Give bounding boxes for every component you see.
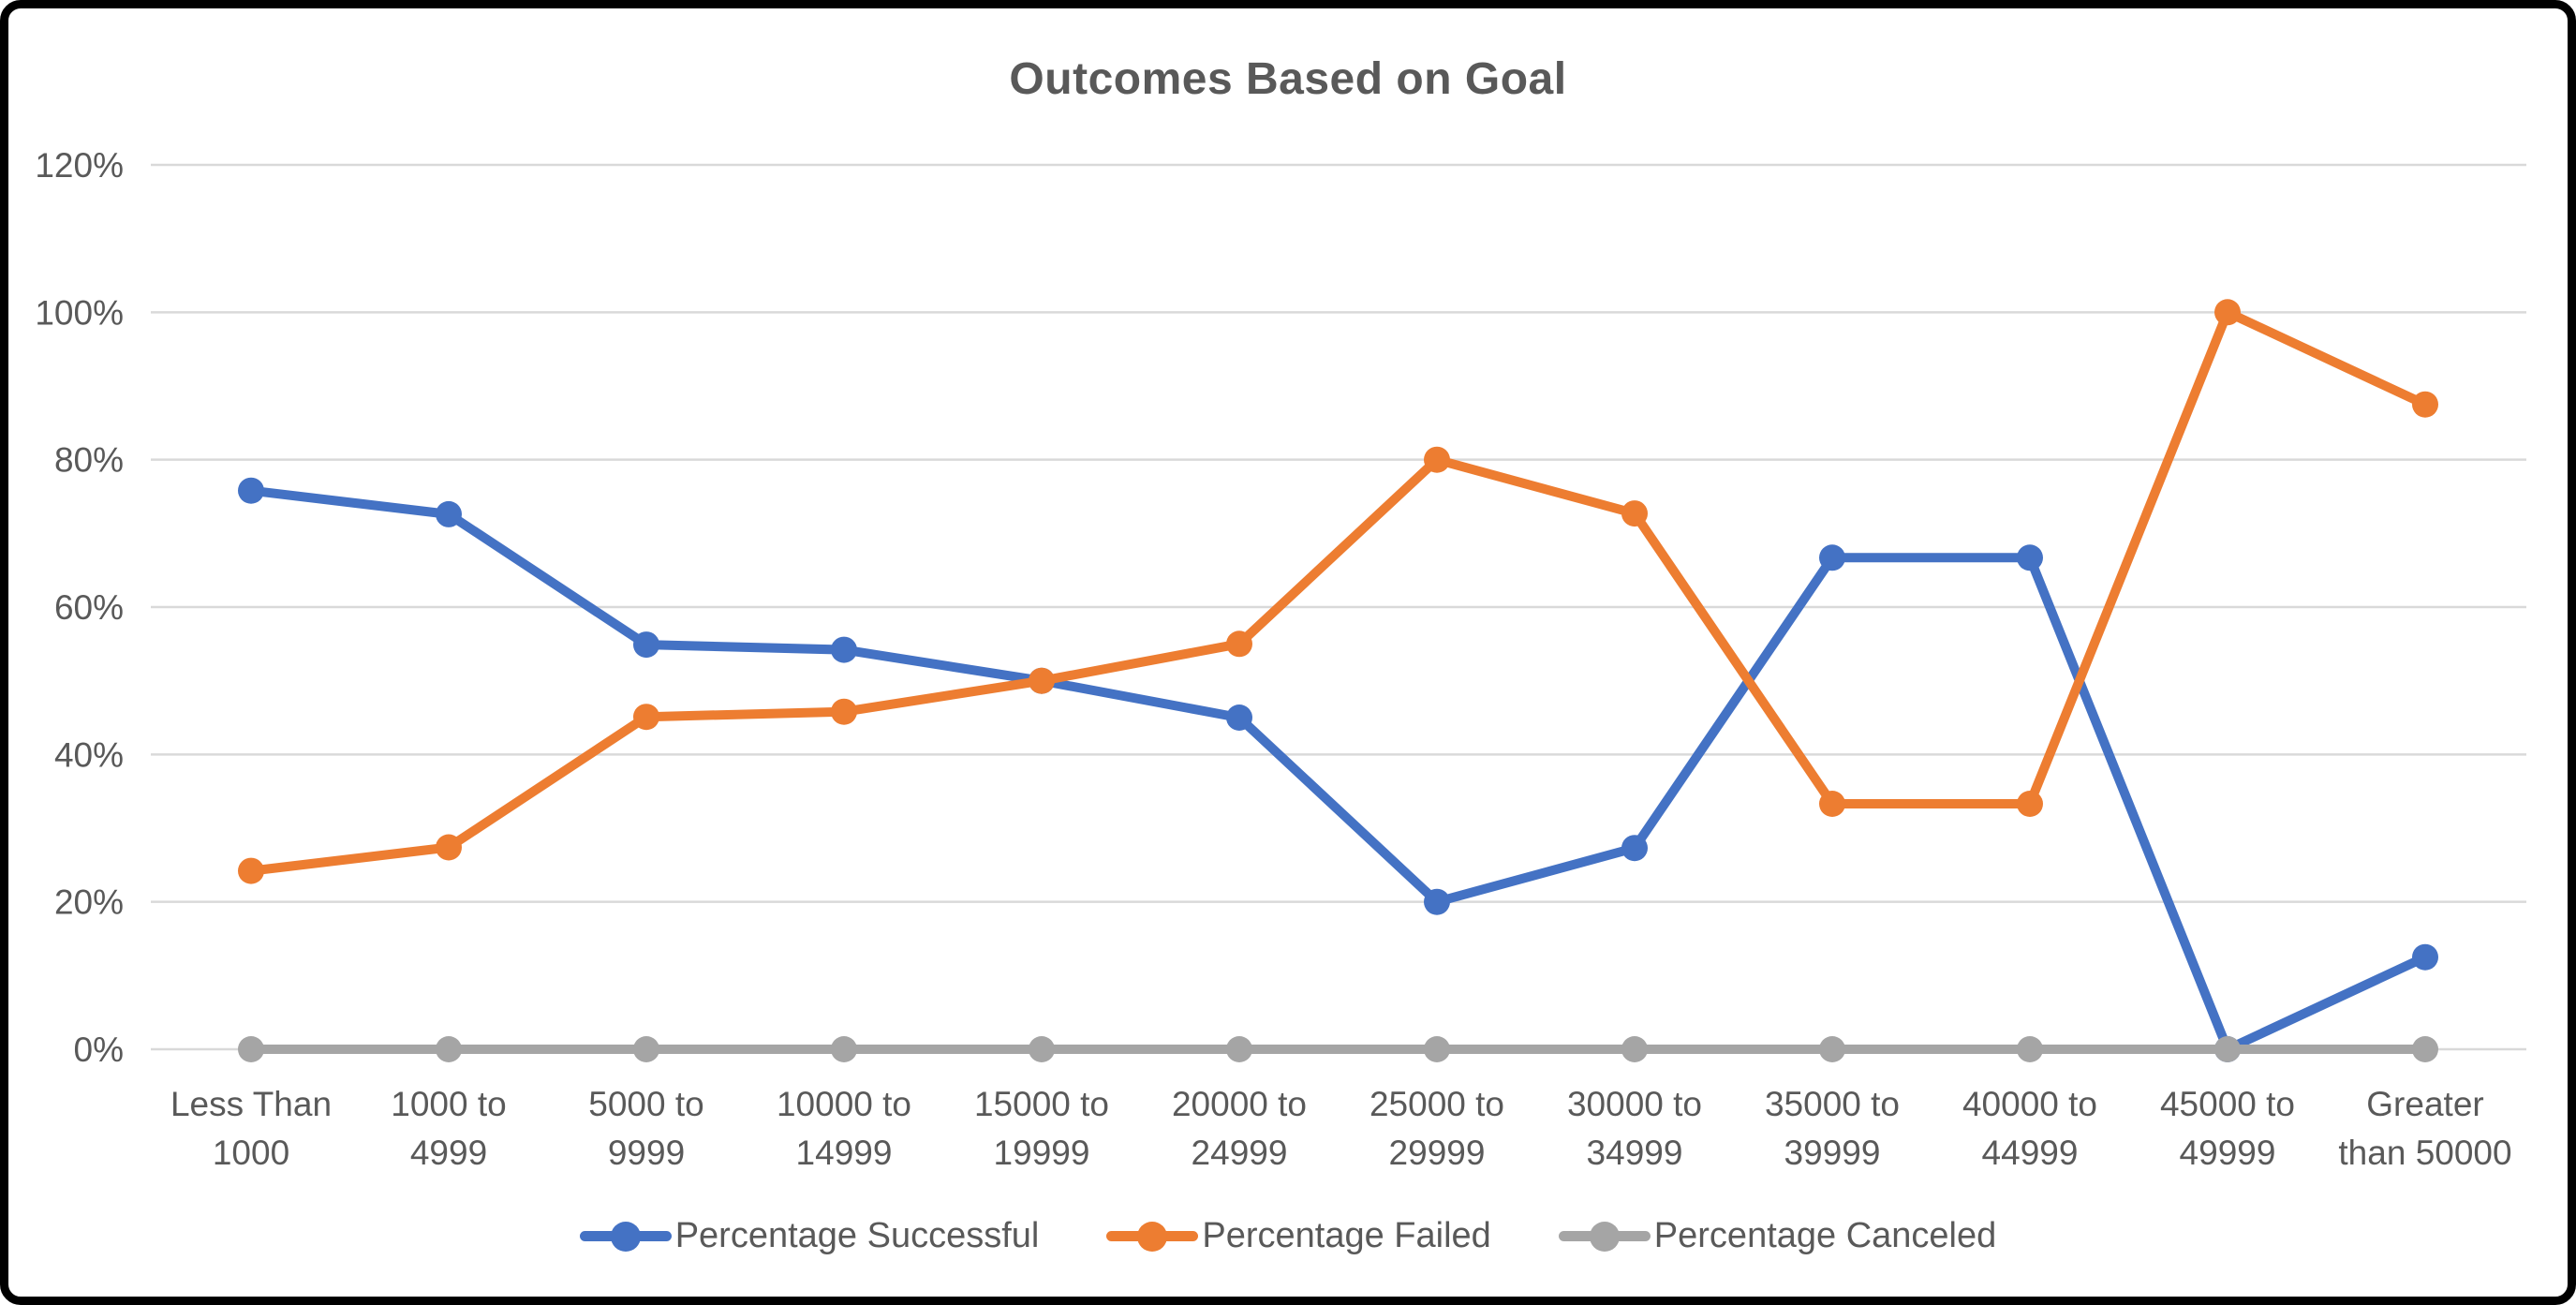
- legend-item-successful: Percentage Successful: [579, 1215, 1040, 1256]
- data-point-failed: [1226, 630, 1252, 658]
- series-line-failed: [246, 307, 2430, 876]
- data-point-successful: [1819, 544, 1845, 571]
- y-axis-tick-label: 80%: [54, 441, 124, 480]
- x-axis-label: 15000 to 19999: [974, 1085, 1109, 1172]
- x-axis-label: 35000 to 39999: [1765, 1085, 1900, 1172]
- chart-title: Outcomes Based on Goal: [1009, 54, 1567, 104]
- data-point-successful: [238, 477, 264, 504]
- data-point-failed: [1029, 667, 1055, 694]
- chart-plot-area: 0% 20% 40% 60% 80% 100% 120% Less Than 1000 1000 …: [35, 146, 2526, 1172]
- data-point-canceled: [2412, 1036, 2438, 1062]
- data-point-failed: [2214, 299, 2241, 326]
- data-point-failed: [831, 698, 857, 725]
- data-point-successful: [436, 500, 462, 527]
- data-point-canceled: [238, 1036, 264, 1062]
- data-point-failed: [1621, 500, 1648, 527]
- data-point-canceled: [1029, 1036, 1055, 1062]
- series-canceled: [238, 1036, 2438, 1062]
- legend-item-canceled: Percentage Canceled: [1558, 1215, 1997, 1256]
- y-axis-tick-label: 20%: [54, 883, 124, 922]
- chart-legend: Percentage Successful Percentage Failed …: [8, 1215, 2568, 1256]
- y-axis-tick-label: 100%: [35, 293, 124, 332]
- data-point-successful: [2412, 943, 2438, 971]
- line-marker-canceled-icon: [1558, 1215, 1651, 1256]
- x-axis-label: 25000 to 29999: [1369, 1085, 1504, 1172]
- y-axis-tick-label: 120%: [35, 146, 124, 185]
- data-point-failed: [1424, 446, 1450, 473]
- data-point-failed: [2017, 791, 2043, 817]
- x-axis-label: 30000 to 34999: [1567, 1085, 1702, 1172]
- data-point-successful: [633, 631, 659, 659]
- series-failed: [238, 299, 2438, 884]
- data-point-successful: [1621, 835, 1648, 862]
- series-successful: [238, 477, 2438, 1062]
- data-point-canceled: [2214, 1036, 2241, 1062]
- x-axis-label: 45000 to 49999: [2160, 1085, 2295, 1172]
- data-point-canceled: [436, 1036, 462, 1062]
- data-point-canceled: [1226, 1036, 1252, 1062]
- y-axis-tick-label: 40%: [54, 735, 124, 774]
- x-axis-label: 20000 to 24999: [1172, 1085, 1307, 1172]
- legend-item-failed: Percentage Failed: [1106, 1215, 1491, 1256]
- data-point-successful: [831, 636, 857, 663]
- data-point-canceled: [1424, 1036, 1450, 1062]
- data-point-canceled: [831, 1036, 857, 1062]
- x-axis-labels: Less Than 1000 1000 to 4999 5000 to 9999 10000…: [170, 1085, 2512, 1172]
- y-axis-tick-label: 0%: [74, 1031, 124, 1069]
- x-axis-label: Less Than 1000: [170, 1085, 332, 1172]
- legend-label-canceled: Percentage Canceled: [1653, 1215, 1997, 1255]
- data-point-canceled: [1621, 1036, 1648, 1062]
- data-point-successful: [1424, 888, 1450, 915]
- data-point-successful: [1226, 704, 1252, 731]
- legend-label-successful: Percentage Successful: [674, 1215, 1040, 1255]
- series-line-successful: [246, 485, 2430, 1054]
- data-point-failed: [2412, 391, 2438, 418]
- data-point-failed: [238, 857, 264, 884]
- x-axis-label: 40000 to 44999: [1962, 1085, 2097, 1172]
- x-axis-label: Greater than 50000: [2338, 1085, 2511, 1172]
- y-axis-tick-labels: 0% 20% 40% 60% 80% 100% 120%: [35, 146, 124, 1069]
- x-axis-label: 5000 to 9999: [588, 1085, 703, 1172]
- data-point-canceled: [1819, 1036, 1845, 1062]
- legend-label-failed: Percentage Failed: [1202, 1215, 1491, 1255]
- line-marker-failed-icon: [1106, 1215, 1199, 1256]
- data-point-failed: [436, 834, 462, 861]
- data-point-failed: [1819, 791, 1845, 817]
- data-point-successful: [2017, 544, 2043, 571]
- line-marker-successful-icon: [579, 1215, 672, 1256]
- data-point-failed: [633, 704, 659, 731]
- y-axis-tick-label: 60%: [54, 588, 124, 627]
- data-point-canceled: [633, 1036, 659, 1062]
- data-point-canceled: [2017, 1036, 2043, 1062]
- x-axis-label: 1000 to 4999: [391, 1085, 506, 1172]
- x-axis-label: 10000 to 14999: [777, 1085, 911, 1172]
